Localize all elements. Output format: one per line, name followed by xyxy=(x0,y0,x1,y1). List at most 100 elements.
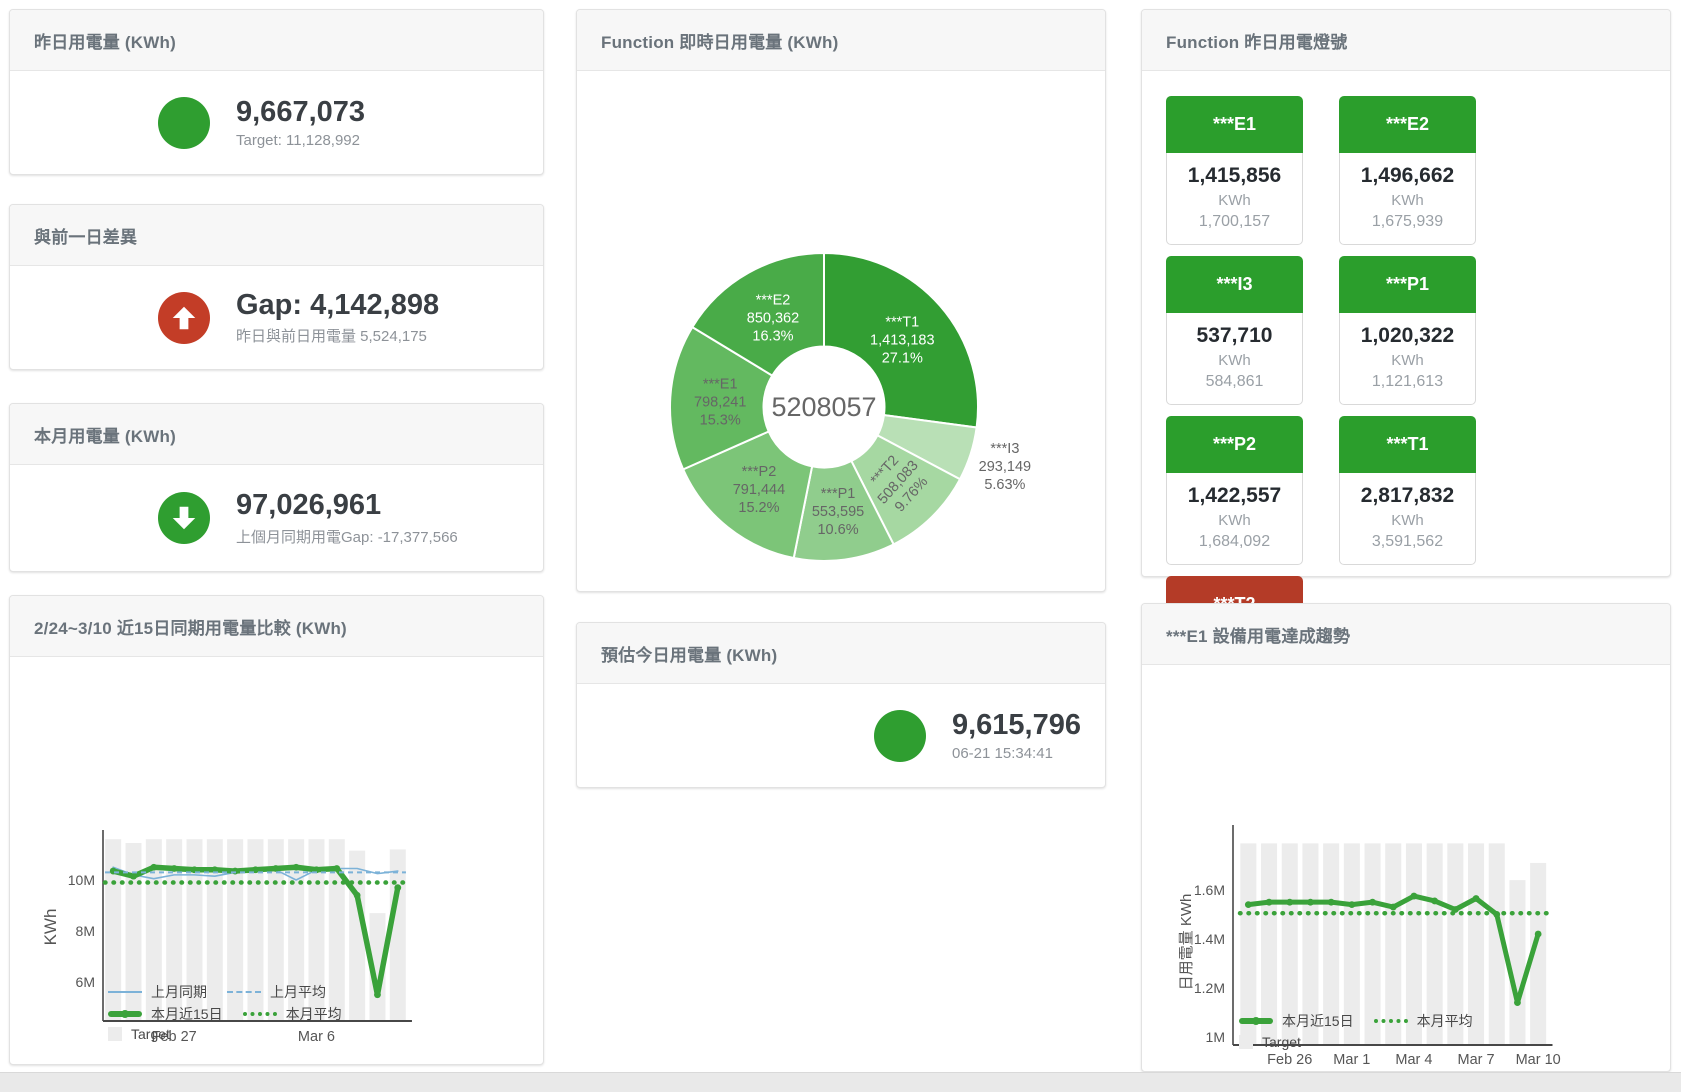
target-bar xyxy=(308,839,325,1021)
legend-label: Target xyxy=(131,1026,170,1042)
data-point xyxy=(1286,898,1294,906)
target-bar xyxy=(369,913,386,1021)
data-point xyxy=(1307,898,1314,906)
legend-item-square[interactable]: Target xyxy=(108,1026,170,1042)
data-point xyxy=(1327,898,1335,906)
card-month-usage: 本月用電量 (KWh) 97,026,961 上個月同期用電Gap: -17,3… xyxy=(9,403,544,572)
legend-swatch-square xyxy=(1239,1035,1253,1049)
y-axis-title: 日用電量 KWh xyxy=(1178,894,1195,991)
tile-unit: KWh xyxy=(1218,512,1251,529)
donut-slice-label: ***E1 798,241 15.3% xyxy=(694,376,746,428)
status-tile-body: 1,020,322 KWh 1,121,613 xyxy=(1339,313,1476,405)
target-bar xyxy=(1426,843,1443,1045)
legend-item-line-thin[interactable]: 上月同期 xyxy=(108,982,207,1002)
legend-label: 本月平均 xyxy=(285,1006,342,1022)
legend-item-line-dashed[interactable]: 上月平均 xyxy=(227,982,326,1002)
status-tile-header: ***P1 xyxy=(1339,256,1476,313)
target-bar xyxy=(105,839,122,1021)
tile-target: 584,861 xyxy=(1205,373,1264,390)
target-bar xyxy=(1385,843,1402,1045)
status-tile-body: 537,710 KWh 584,861 xyxy=(1166,313,1303,405)
card-title: 本月用電量 (KWh) xyxy=(10,404,543,465)
legend-label: Target xyxy=(1262,1034,1301,1050)
status-tile-body: 1,496,662 KWh 1,675,939 xyxy=(1339,153,1476,245)
donut-slice-E1[interactable] xyxy=(669,326,774,471)
legend-swatch-line-thick xyxy=(1239,1017,1273,1025)
kpi-value: 97,026,961 xyxy=(236,489,382,522)
status-tile: ***E2 1,496,662 KWh 1,675,939 xyxy=(1339,96,1476,245)
target-bar xyxy=(125,843,142,1021)
legend-item-line-thick[interactable]: 本月近15日 xyxy=(1239,1011,1354,1031)
target-bar xyxy=(1302,843,1319,1045)
kpi-value: 9,667,073 xyxy=(236,95,366,128)
kpi-value: 9,615,796 xyxy=(951,708,1081,741)
tile-value: 1,020,322 xyxy=(1360,324,1455,347)
donut-center-total: 5208057 xyxy=(771,392,876,422)
y-tick-label: 10M xyxy=(68,872,95,888)
data-point xyxy=(292,863,300,871)
donut-slice-E2[interactable] xyxy=(691,252,825,377)
status-tile: ***P1 1,020,322 KWh 1,121,613 xyxy=(1339,256,1476,405)
status-tile-header: ***I3 xyxy=(1166,256,1303,313)
tile-target: 1,684,092 xyxy=(1198,533,1271,550)
legend-item-line-dotted[interactable]: 本月平均 xyxy=(242,1004,342,1024)
x-tick-label: Feb 27 xyxy=(152,1029,197,1045)
card-realtime-donut: Function 即時日用電量 (KWh) ***T1 1,413,183 27.1… xyxy=(576,9,1106,592)
kpi-subtext: 06-21 15:34:41 xyxy=(951,745,1053,763)
target-bar xyxy=(1509,880,1526,1045)
legend-item-line-dotted[interactable]: 本月平均 xyxy=(1373,1011,1473,1031)
data-point xyxy=(1389,903,1397,911)
target-bar xyxy=(247,839,264,1021)
tile-value: 1,496,662 xyxy=(1360,164,1455,187)
kpi-value: Gap: 4,142,898 xyxy=(236,288,440,321)
y-axis-title: KWh xyxy=(41,909,60,946)
data-point xyxy=(109,867,117,875)
legend-row: 本月近15日 本月平均 xyxy=(108,1004,342,1024)
tile-unit: KWh xyxy=(1391,192,1424,209)
data-point xyxy=(394,884,402,892)
target-bar xyxy=(1261,843,1278,1045)
legend-swatch-line-dashed xyxy=(227,991,261,993)
target-bar xyxy=(166,839,183,1021)
status-circle-icon xyxy=(158,96,210,149)
card-gap-previous-day: 與前一日差異 Gap: 4,142,898 昨日與前日用電量 5,524,175 xyxy=(9,204,544,370)
legend-item-square[interactable]: Target xyxy=(1239,1034,1301,1050)
target-bar xyxy=(1323,843,1340,1045)
card-title: 昨日用電量 (KWh) xyxy=(10,10,543,71)
legend-label: 上月平均 xyxy=(270,984,326,1000)
target-bar xyxy=(227,839,244,1021)
status-tile-body: 2,817,832 KWh 3,591,562 xyxy=(1339,473,1476,565)
donut-slice-label: ***I3 293,149 5.63% xyxy=(979,441,1031,493)
data-point xyxy=(1244,901,1252,909)
card-title: Function 即時日用電量 (KWh) xyxy=(577,10,1105,71)
donut-slice-P2[interactable] xyxy=(682,430,814,559)
legend-item-line-thick[interactable]: 本月近15日 xyxy=(108,1004,223,1024)
x-tick-label: Mar 4 xyxy=(1395,1052,1432,1068)
donut-slice-label: ***T1 1,413,183 27.1% xyxy=(870,315,935,367)
target-bar xyxy=(1364,843,1381,1045)
y-tick-label: 1.6M xyxy=(1194,882,1225,898)
data-point xyxy=(130,872,137,880)
x-tick-label: Mar 10 xyxy=(1516,1052,1561,1068)
tile-target: 1,675,939 xyxy=(1371,213,1444,230)
legend-swatch-line-dotted xyxy=(1373,1019,1408,1023)
data-point xyxy=(272,865,280,872)
data-point xyxy=(1472,895,1480,902)
status-tile-body: 1,415,856 KWh 1,700,157 xyxy=(1166,153,1303,245)
x-tick-label: Mar 7 xyxy=(1458,1052,1495,1068)
card-title: 與前一日差異 xyxy=(10,205,543,266)
legend-swatch-line-dotted xyxy=(242,1012,277,1016)
card-title: ***E1 設備用電達成趨勢 xyxy=(1142,604,1670,665)
target-bar xyxy=(267,839,284,1021)
realtime-usage-donut-chart: ***T1 1,413,183 27.1%***I3 293,149 5.63%***T… xyxy=(669,252,1031,562)
data-point xyxy=(150,863,158,871)
tile-value: 1,422,557 xyxy=(1187,484,1282,507)
card-estimated-today: 預估今日用電量 (KWh) 9,615,796 06-21 15:34:41 xyxy=(576,622,1106,788)
page-bottom-edge xyxy=(0,1072,1681,1092)
legend-row: Target xyxy=(1239,1034,1301,1050)
donut-slice-label: ***E2 850,362 16.3% xyxy=(747,292,799,344)
donut-slice-T1[interactable] xyxy=(823,252,979,429)
data-point xyxy=(231,867,239,875)
data-point xyxy=(1514,999,1521,1007)
